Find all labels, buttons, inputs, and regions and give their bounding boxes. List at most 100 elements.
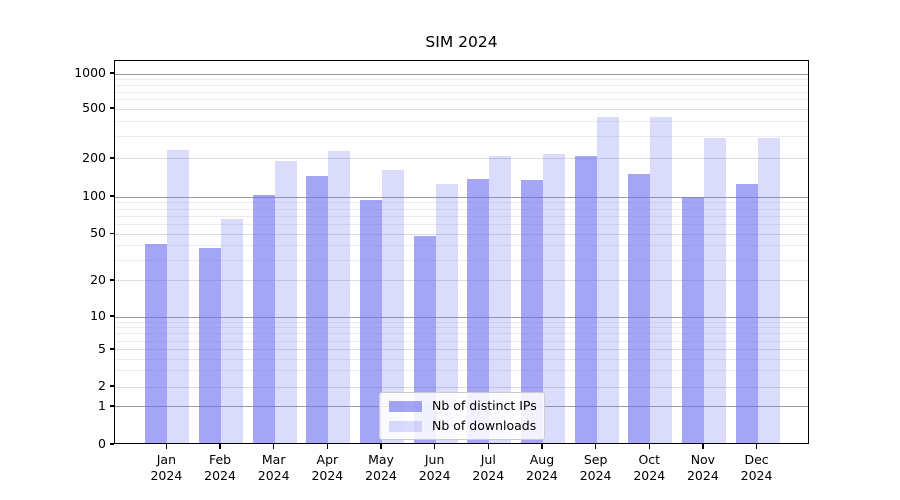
y-tick-mark (109, 348, 114, 350)
gridline-500 (115, 108, 808, 110)
x-tick-mark (380, 444, 382, 449)
y-tick-mark (109, 232, 114, 234)
bar-ips-jun (413, 235, 436, 443)
gridline-800 (115, 84, 808, 86)
bar-downloads-may (382, 169, 404, 443)
bar-downloads-mar (274, 160, 297, 443)
bar-downloads-aug (542, 153, 565, 443)
bar-ips-jul (467, 179, 490, 443)
gridline-60 (115, 223, 808, 225)
x-tick-mark (487, 444, 489, 449)
bar-ips-aug (520, 180, 543, 443)
x-tick-mark (165, 444, 168, 449)
x-tick-mark (702, 444, 704, 449)
x-tick-label-mar: Mar 2024 (257, 452, 290, 483)
legend-row-ips: Nb of distinct IPs (389, 398, 537, 413)
bar-downloads-jan (167, 149, 190, 443)
y-tick-mark (109, 195, 114, 197)
gridline-700 (115, 91, 808, 93)
y-tick-label-20: 20 (90, 271, 106, 287)
gridline-2 (115, 386, 808, 388)
x-tick-mark (326, 444, 328, 449)
gridline-8 (115, 327, 808, 329)
y-tick-mark (109, 405, 114, 407)
y-tick-label-500: 500 (82, 100, 106, 115)
y-tick-mark (109, 107, 114, 109)
bar-downloads-jun (435, 184, 458, 443)
x-tick-mark (755, 444, 758, 449)
x-tick-label-dec: Dec 2024 (740, 452, 773, 483)
gridline-6 (115, 340, 808, 342)
bar-downloads-nov (703, 138, 726, 443)
y-tick-label-2: 2 (98, 378, 106, 394)
x-tick-mark (541, 444, 543, 449)
gridline-5 (115, 349, 808, 351)
y-tick-mark (109, 315, 114, 317)
gridline-1000 (115, 73, 808, 75)
bar-downloads-sep (596, 117, 619, 443)
gridline-70 (115, 215, 808, 217)
gridline-200 (115, 158, 808, 160)
x-tick-mark (648, 444, 650, 449)
gridline-600 (115, 99, 808, 101)
bar-ips-dec (735, 184, 758, 443)
bar-downloads-jul (489, 155, 512, 443)
x-tick-label-jan: Jan 2024 (150, 452, 183, 483)
gridline-400 (115, 120, 808, 122)
y-tick-label-50: 50 (90, 225, 106, 241)
plot-area: Nb of distinct IPs Nb of downloads (114, 60, 809, 444)
x-tick-mark (273, 444, 275, 449)
gridline-40 (115, 245, 808, 247)
gridline-3 (115, 370, 808, 372)
x-tick-mark (434, 444, 436, 449)
x-tick-label-oct: Oct 2024 (633, 452, 666, 483)
gridline-100 (115, 196, 808, 198)
bar-ips-sep (574, 156, 597, 443)
bar-ips-oct (628, 174, 651, 443)
x-tick-mark (594, 444, 597, 449)
gridline-20 (115, 280, 808, 282)
x-tick-label-sep: Sep 2024 (579, 452, 612, 483)
gridline-900 (115, 78, 808, 80)
legend: Nb of distinct IPs Nb of downloads (379, 392, 545, 440)
y-tick-mark (109, 279, 114, 281)
x-tick-label-may: May 2024 (365, 452, 397, 483)
bar-downloads-oct (650, 117, 673, 443)
x-tick-mark (219, 444, 221, 449)
x-tick-label-apr: Apr 2024 (311, 452, 344, 483)
y-tick-mark (109, 385, 114, 387)
x-tick-label-feb: Feb 2024 (204, 452, 236, 483)
bar-downloads-apr (328, 150, 351, 443)
gridline-30 (115, 259, 808, 261)
x-tick-label-nov: Nov 2024 (686, 452, 719, 483)
gridline-10 (115, 316, 808, 318)
x-tick-label-aug: Aug 2024 (526, 452, 558, 483)
y-tick-mark (109, 72, 114, 74)
y-tick-label-1: 1 (98, 397, 106, 413)
bar-ips-may (360, 200, 382, 443)
y-tick-mark (109, 157, 114, 159)
legend-label: Nb of downloads (432, 418, 537, 433)
legend-label: Nb of distinct IPs (432, 398, 537, 413)
bar-ips-nov (681, 197, 704, 443)
legend-row-downloads: Nb of downloads (389, 418, 537, 433)
gridline-50 (115, 233, 808, 235)
bar-ips-jan (145, 243, 168, 443)
y-tick-label-1000: 1000 (74, 65, 106, 81)
gridline-7 (115, 333, 808, 335)
y-tick-mark (109, 443, 114, 445)
gridline-300 (115, 136, 808, 138)
gridline-9 (115, 321, 808, 323)
bar-downloads-dec (757, 137, 780, 443)
y-tick-label-10: 10 (90, 308, 106, 323)
x-tick-label-jul: Jul 2024 (472, 452, 505, 483)
gridline-90 (115, 202, 808, 204)
y-tick-label-0: 0 (98, 436, 106, 451)
y-tick-label-5: 5 (98, 340, 106, 356)
legend-swatch-icon (389, 400, 422, 412)
gridline-4 (115, 358, 808, 360)
y-tick-label-200: 200 (82, 149, 106, 165)
y-tick-label-100: 100 (82, 188, 106, 203)
bar-ips-feb (199, 247, 222, 443)
